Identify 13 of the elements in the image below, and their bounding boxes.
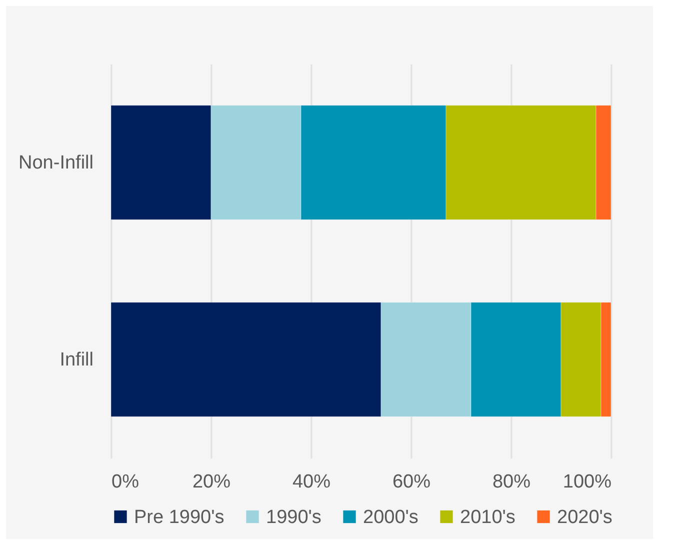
legend-label: 2020's	[557, 506, 612, 528]
x-tick-label: 80%	[492, 472, 531, 492]
y-tick-label: Infill	[60, 350, 94, 370]
x-tick-label: 0%	[112, 472, 140, 492]
y-tick-label: Non-Infill	[18, 152, 94, 174]
x-tick-label: 20%	[192, 472, 231, 492]
legend-label: 2000's	[363, 506, 418, 528]
x-tick-label: 100%	[562, 472, 612, 492]
x-tick-label: 60%	[392, 472, 431, 492]
legend-label: Pre 1990's	[134, 506, 224, 528]
legend-label: 2010's	[460, 506, 516, 528]
x-tick-label: 40%	[292, 472, 331, 492]
legend-label: 1990's	[266, 506, 322, 528]
